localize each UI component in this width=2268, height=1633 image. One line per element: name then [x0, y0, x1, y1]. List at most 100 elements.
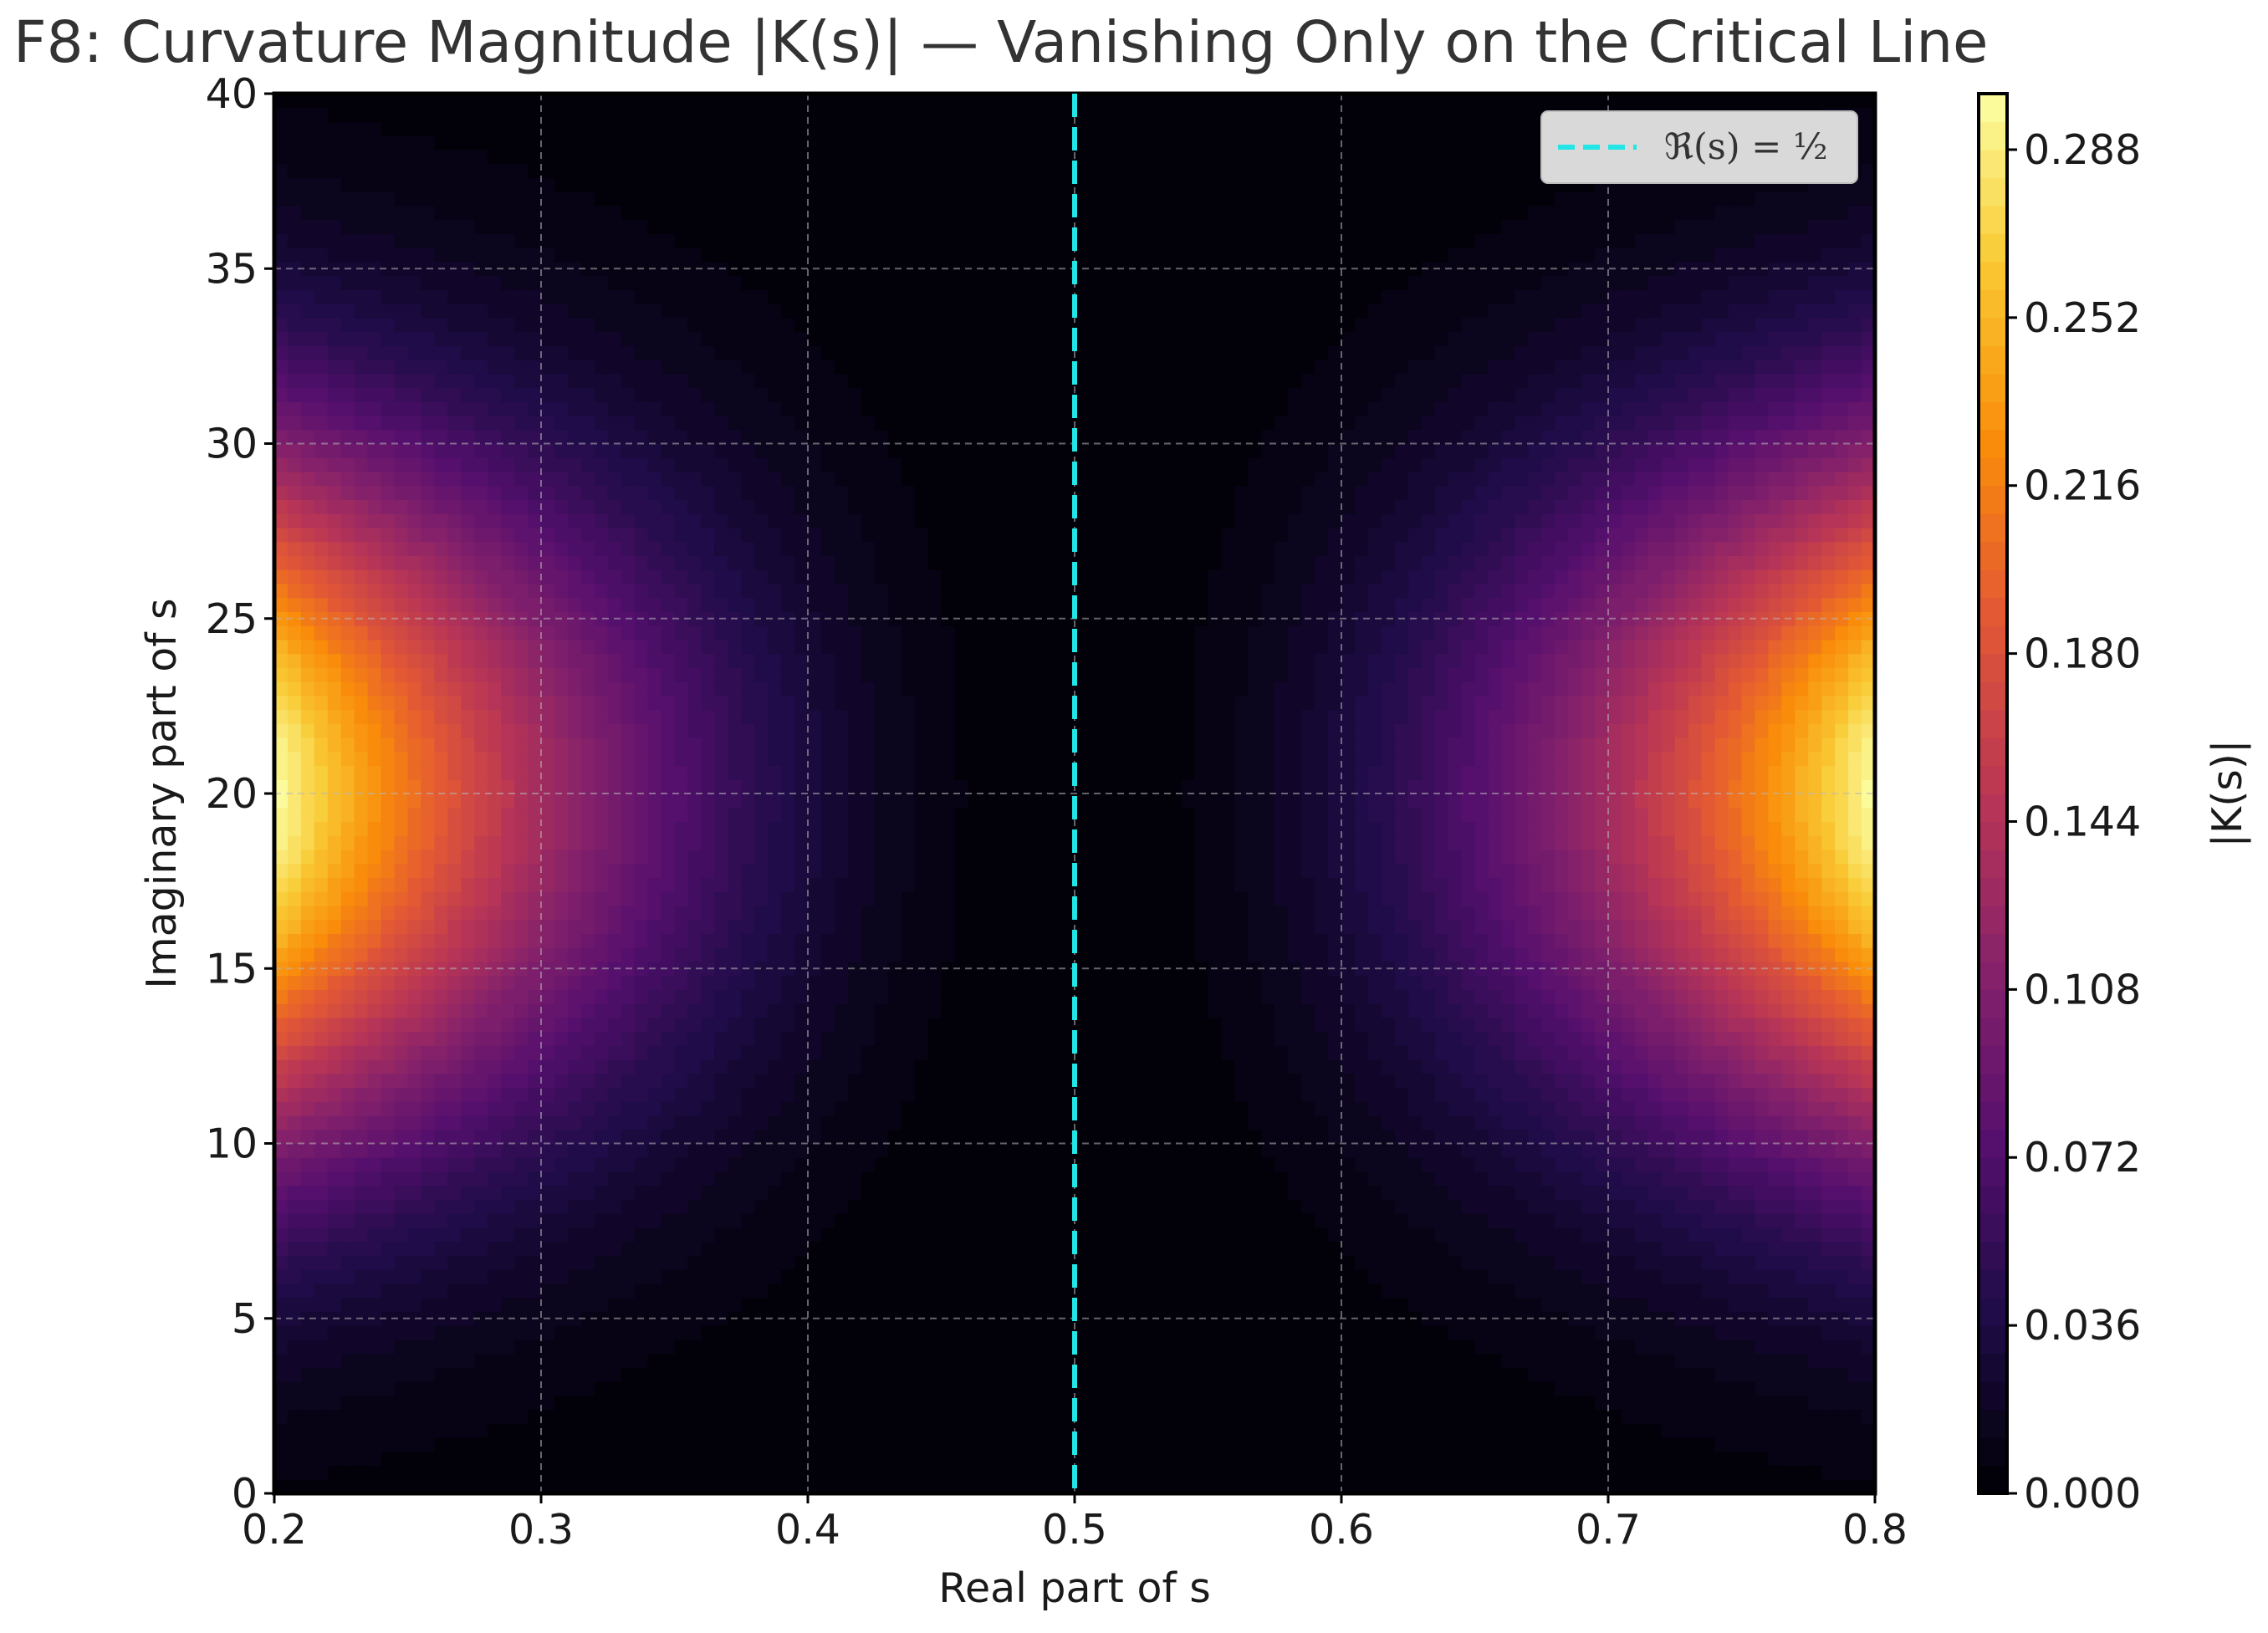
- heatmap-cell: [528, 1003, 542, 1018]
- heatmap-cell: [621, 947, 636, 962]
- heatmap-cell: [754, 1353, 769, 1368]
- heatmap-cell: [287, 639, 302, 655]
- heatmap-cell: [541, 947, 555, 962]
- heatmap-cell: [714, 527, 728, 543]
- heatmap-cell: [847, 919, 862, 934]
- heatmap-cell: [887, 891, 902, 906]
- heatmap-cell: [754, 1185, 769, 1201]
- heatmap-cell: [687, 737, 702, 753]
- heatmap-cell: [447, 555, 462, 570]
- heatmap-cell: [887, 219, 902, 234]
- heatmap-cell: [781, 1213, 795, 1228]
- heatmap-cell: [607, 1339, 622, 1355]
- heatmap-cell: [927, 1171, 942, 1186]
- heatmap-cell: [434, 765, 448, 780]
- heatmap-cell: [421, 1409, 435, 1424]
- heatmap-cell: [421, 1143, 435, 1158]
- heatmap-cell: [541, 933, 555, 948]
- heatmap-cell: [781, 961, 795, 977]
- heatmap-cell: [554, 1115, 569, 1130]
- heatmap-cell: [501, 807, 515, 823]
- heatmap-cell: [754, 653, 769, 668]
- heatmap-cell: [661, 1241, 676, 1257]
- heatmap-cell: [701, 905, 715, 921]
- heatmap-cell: [728, 107, 742, 123]
- heatmap-cell: [434, 373, 448, 389]
- heatmap-cell: [528, 499, 542, 514]
- heatmap-cell: [447, 541, 462, 557]
- heatmap-cell: [634, 233, 649, 248]
- heatmap-cell: [367, 765, 382, 780]
- heatmap-cell: [887, 863, 902, 879]
- heatmap-cell: [474, 1269, 488, 1284]
- heatmap-cell: [834, 1073, 849, 1089]
- heatmap-cell: [434, 1283, 448, 1299]
- heatmap-cell: [621, 527, 636, 543]
- heatmap-cell: [381, 304, 396, 319]
- heatmap-cell: [501, 569, 515, 584]
- heatmap-cell: [541, 751, 555, 767]
- heatmap-cell: [794, 723, 809, 738]
- heatmap-cell: [647, 821, 662, 836]
- heatmap-cell: [768, 933, 782, 948]
- heatmap-cell: [528, 1157, 542, 1172]
- heatmap-cell: [687, 1409, 702, 1424]
- heatmap-cell: [434, 1115, 448, 1130]
- heatmap-cell: [274, 317, 289, 333]
- heatmap-cell: [728, 1367, 742, 1382]
- heatmap-cell: [728, 1003, 742, 1018]
- heatmap-cell: [768, 877, 782, 892]
- heatmap-cell: [901, 1255, 916, 1270]
- heatmap-cell: [674, 863, 689, 879]
- heatmap-cell: [861, 107, 876, 123]
- heatmap-cell: [580, 1157, 595, 1172]
- heatmap-cell: [407, 1381, 422, 1396]
- heatmap-cell: [781, 1157, 795, 1172]
- heatmap-cell: [661, 709, 676, 724]
- heatmap-cell: [768, 1381, 782, 1396]
- heatmap-cell: [647, 1115, 662, 1130]
- heatmap-cell: [634, 107, 649, 123]
- heatmap-cell: [354, 751, 369, 767]
- heatmap-cell: [407, 485, 422, 501]
- heatmap-cell: [728, 905, 742, 921]
- heatmap-cell: [434, 569, 448, 584]
- heatmap-cell: [580, 345, 595, 360]
- heatmap-cell: [314, 135, 329, 151]
- heatmap-cell: [861, 1409, 876, 1424]
- heatmap-cell: [927, 919, 942, 934]
- heatmap-cell: [501, 1157, 515, 1172]
- heatmap-cell: [434, 1437, 448, 1452]
- heatmap-cell: [820, 94, 835, 109]
- heatmap-cell: [607, 1479, 622, 1494]
- heatmap-cell: [861, 443, 876, 458]
- heatmap-cell: [340, 1437, 355, 1452]
- heatmap-cell: [820, 304, 835, 319]
- heatmap-cell: [447, 1199, 462, 1214]
- heatmap-cell: [634, 1157, 649, 1172]
- heatmap-cell: [501, 1241, 515, 1257]
- heatmap-cell: [594, 527, 609, 543]
- heatmap-cell: [728, 191, 742, 207]
- heatmap-cell: [754, 863, 769, 879]
- heatmap-cell: [847, 1283, 862, 1299]
- heatmap-cell: [834, 387, 849, 402]
- heatmap-cell: [274, 905, 289, 921]
- heatmap-cell: [647, 457, 662, 472]
- heatmap-cell: [927, 331, 942, 346]
- heatmap-cell: [514, 429, 529, 445]
- heatmap-cell: [887, 821, 902, 836]
- heatmap-cell: [367, 541, 382, 557]
- heatmap-cell: [901, 695, 916, 711]
- heatmap-cell: [274, 989, 289, 1004]
- heatmap-cell: [754, 1199, 769, 1214]
- heatmap-cell: [327, 1045, 342, 1060]
- heatmap-cell: [687, 107, 702, 123]
- heatmap-cell: [488, 1087, 502, 1102]
- heatmap-cell: [394, 1479, 409, 1494]
- heatmap-cell: [847, 416, 862, 431]
- heatmap-cell: [687, 1073, 702, 1089]
- heatmap-cell: [554, 569, 569, 584]
- heatmap-cell: [634, 345, 649, 360]
- heatmap-cell: [407, 1395, 422, 1411]
